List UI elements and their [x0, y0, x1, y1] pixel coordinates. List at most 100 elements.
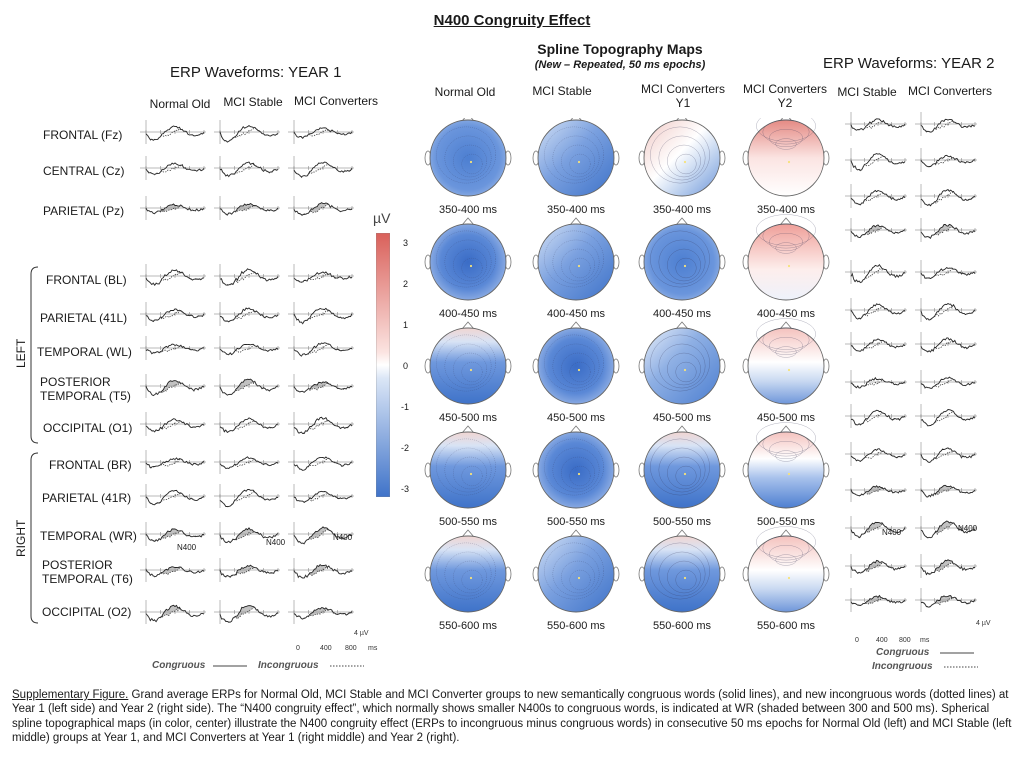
year1-legend-congruous: Congruous — [152, 660, 206, 671]
erp-trace — [214, 336, 280, 360]
epoch-label: 400-450 ms — [652, 308, 712, 320]
row-label-occipital-o2: OCCIPITAL (O2) — [42, 605, 132, 619]
topo-map — [532, 425, 620, 509]
year2-legend-incongruous: Incongruous — [872, 661, 933, 672]
epoch-label: 450-500 ms — [546, 412, 606, 424]
topo-map — [424, 529, 512, 613]
year2-title: ERP Waveforms: YEAR 2 — [823, 55, 995, 72]
erp-trace — [140, 412, 206, 436]
erp-trace — [288, 264, 354, 288]
epoch-label: 400-450 ms — [546, 308, 606, 320]
erp-trace — [288, 120, 354, 144]
erp-trace — [214, 450, 280, 474]
year1-axis-tick-800: 800 — [345, 645, 357, 652]
scale-tick-1: 1 — [403, 320, 409, 330]
epoch-label: 550-600 ms — [438, 620, 498, 632]
erp-trace — [288, 600, 354, 624]
topo-map — [424, 217, 512, 301]
epoch-label: 350-400 ms — [756, 204, 816, 216]
row-label-central-cz: CENTRAL (Cz) — [43, 164, 125, 178]
year2-axis-tick-800: 800 — [899, 637, 911, 644]
erp-trace — [915, 442, 977, 466]
erp-trace — [915, 332, 977, 356]
n400-label-mci-stable: N400 — [266, 538, 286, 547]
topomap-grid — [424, 118, 830, 613]
erp-trace — [915, 404, 977, 428]
erp-trace — [845, 442, 907, 466]
scale-tick-minus-1: -1 — [401, 402, 410, 412]
epoch-label: 400-450 ms — [756, 308, 816, 320]
topo-map — [742, 526, 830, 613]
erp-trace — [140, 450, 206, 474]
erp-trace — [915, 516, 977, 540]
erp-trace — [288, 336, 354, 360]
erp-trace — [845, 148, 907, 172]
year1-col-mci-stable: MCI Stable — [223, 95, 283, 109]
year2-axis-tick-400: 400 — [876, 637, 888, 644]
n400-label-mci-converters: N400 — [333, 533, 353, 542]
figure-title: N400 Congruity Effect — [433, 12, 591, 29]
topo-map — [638, 118, 726, 197]
erp-trace — [915, 260, 977, 284]
topo-col-mci-converters-y2: MCI Converters Y2 — [742, 82, 828, 110]
year2-col-mci-converters: MCI Converters — [907, 84, 993, 98]
epoch-label: 350-400 ms — [438, 204, 498, 216]
erp-trace — [288, 374, 354, 398]
topo-map — [638, 321, 726, 405]
epoch-label: 500-550 ms — [652, 516, 712, 528]
erp-trace — [214, 412, 280, 436]
row-label-frontal-br: FRONTAL (BR) — [49, 458, 132, 472]
epoch-label: 350-400 ms — [652, 204, 712, 216]
erp-trace — [845, 588, 907, 612]
row-label-frontal-fz: FRONTAL (Fz) — [43, 128, 123, 142]
erp-trace — [140, 302, 206, 326]
topo-map — [638, 529, 726, 613]
row-label-parietal-41l: PARIETAL (41L) — [40, 311, 128, 325]
erp-trace — [845, 184, 907, 208]
erp-trace — [915, 478, 977, 502]
erp-trace — [214, 302, 280, 326]
epoch-label: 450-500 ms — [438, 412, 498, 424]
erp-trace — [845, 478, 907, 502]
scale-tick-3: 3 — [403, 238, 409, 248]
epoch-label: 450-500 ms — [652, 412, 712, 424]
figure-caption: Supplementary Figure. Grand average ERPs… — [12, 688, 1012, 746]
erp-trace — [845, 370, 907, 394]
left-bracket — [30, 266, 39, 444]
erp-trace — [140, 374, 206, 398]
epoch-label: 450-500 ms — [756, 412, 816, 424]
year2-legend-solid-line — [940, 652, 974, 654]
erp-trace — [214, 374, 280, 398]
scale-tick-2: 2 — [403, 279, 409, 289]
erp-trace — [214, 196, 280, 220]
erp-trace — [288, 522, 354, 546]
scale-tick-minus-3: -3 — [401, 484, 410, 494]
year1-title: ERP Waveforms: YEAR 1 — [170, 64, 342, 81]
year1-axis-tick-0: 0 — [296, 645, 300, 652]
erp-trace — [140, 156, 206, 180]
erp-trace — [845, 516, 907, 540]
erp-trace — [140, 600, 206, 624]
erp-trace — [288, 412, 354, 436]
topo-map — [638, 217, 726, 301]
erp-trace — [288, 484, 354, 508]
year2-amp-label: 4 µV — [976, 620, 991, 627]
erp-trace — [140, 558, 206, 582]
year1-legend-incongruous: Incongruous — [258, 660, 319, 671]
n400-label-normal-old: N400 — [177, 543, 197, 552]
year2-n400-label-mci-converters: N400 — [958, 524, 978, 533]
topo-map — [532, 529, 620, 613]
topo-col-mci-converters-y1: MCI Converters Y1 — [640, 82, 726, 110]
erp-trace — [214, 522, 280, 546]
epoch-label: 550-600 ms — [652, 620, 712, 632]
erp-trace — [140, 522, 206, 546]
right-bracket — [30, 452, 39, 624]
erp-trace — [915, 370, 977, 394]
erp-trace — [915, 588, 977, 612]
topomap-subtitle: (New – Repeated, 50 ms epochs) — [534, 59, 706, 71]
topo-map — [742, 118, 830, 197]
erp-trace — [214, 558, 280, 582]
year1-amp-label: 4 µV — [354, 630, 369, 637]
erp-trace — [140, 120, 206, 144]
year1-axis-tick-400: 400 — [320, 645, 332, 652]
